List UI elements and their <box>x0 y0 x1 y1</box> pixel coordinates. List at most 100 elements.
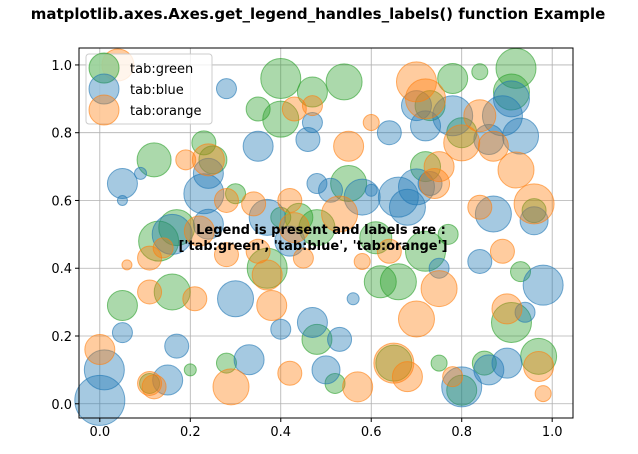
y-tick-label: 0.4 <box>51 262 72 277</box>
legend-label: tab:orange <box>130 104 201 119</box>
axis-ticks: 0.0 0.2 0.4 0.6 0.8 1.0 0.0 0.2 0.4 0.6 0.8 1.0 <box>51 59 562 440</box>
scatter-point-orange <box>513 183 555 225</box>
scatter-point-orange <box>152 237 174 259</box>
scatter-point-blue <box>311 355 341 385</box>
scatter-point-blue <box>377 176 419 218</box>
legend-label: tab:green <box>130 62 193 77</box>
scatter-point-blue <box>474 195 512 233</box>
scatter-point-blue <box>217 280 255 318</box>
scatter-point-orange <box>137 279 163 305</box>
scatter-point-orange <box>213 187 239 213</box>
scatter-point-green <box>298 209 336 247</box>
scatter-point-green <box>215 352 237 374</box>
scatter-point-blue <box>242 130 274 162</box>
scatter-point-orange <box>256 290 288 322</box>
scatter-point-orange <box>489 238 515 264</box>
scatter-point-orange <box>301 95 323 117</box>
scatter-point-green <box>405 230 447 272</box>
scatter-point-blue <box>388 188 426 226</box>
scatter-point-green <box>153 273 191 311</box>
scatter-point-orange <box>321 195 359 233</box>
x-tick-label: 1.0 <box>542 425 563 440</box>
scatter-point-green <box>379 263 417 301</box>
scatter-point-orange <box>281 96 307 122</box>
y-tick-label: 0.0 <box>51 398 72 413</box>
scatter-point-orange <box>342 371 374 403</box>
y-tick-label: 0.8 <box>51 127 72 142</box>
scatter-point-orange <box>353 252 371 270</box>
scatter-point-blue <box>134 166 148 180</box>
scatter-point-orange <box>467 194 493 220</box>
scatter-point-orange <box>84 334 116 366</box>
scatter-point-green <box>330 165 368 203</box>
y-tick-label: 1.0 <box>51 59 72 74</box>
x-tick-label: 0.2 <box>180 425 201 440</box>
scatter-point-green <box>139 372 161 394</box>
plot-frame <box>78 47 574 419</box>
scatter-point-orange <box>212 368 250 406</box>
scatter-point-green <box>138 220 180 262</box>
scatter-point-blue <box>164 333 190 359</box>
legend-label: tab:blue <box>130 83 184 98</box>
scatter-point-orange <box>175 149 197 171</box>
scatter-point-orange <box>137 370 163 396</box>
scatter-point-blue <box>346 292 360 306</box>
scatter-point-blue <box>106 168 138 200</box>
scatter-point-orange <box>121 259 133 271</box>
scatter-point-orange <box>183 215 215 247</box>
scatter-point-orange <box>277 360 303 386</box>
y-tick-label: 0.6 <box>51 194 72 209</box>
scatter-point-blue <box>441 366 483 408</box>
scatter-point-orange <box>397 300 435 338</box>
scatter-point-green <box>270 206 292 228</box>
scatter-point-blue <box>152 364 184 396</box>
scatter-point-orange <box>423 151 455 183</box>
scatter-point-green <box>246 247 288 289</box>
legend-marker-orange <box>88 94 120 126</box>
annotation-line-2: ['tab:green', 'tab:blue', 'tab:orange'] <box>178 239 447 254</box>
scatter-point-blue <box>274 225 306 257</box>
x-tick-label: 0.4 <box>270 425 291 440</box>
scatter-point-blue <box>364 183 378 197</box>
scatter-point-orange <box>278 212 310 244</box>
x-tick-label: 0.6 <box>361 425 382 440</box>
scatter-point-orange <box>420 270 458 308</box>
legend-box <box>85 53 213 125</box>
scatter-point-blue <box>233 344 265 376</box>
scatter-point-blue <box>514 301 536 323</box>
scatter-point-green <box>414 90 446 122</box>
scatter-point-green <box>471 350 497 376</box>
scatter-point-orange <box>534 385 552 403</box>
scatter-point-orange <box>251 259 283 291</box>
scatter-point-green <box>106 290 138 322</box>
scatter-point-orange <box>391 361 423 393</box>
scatter-point-blue <box>111 322 133 344</box>
scatter-point-blue <box>417 171 443 197</box>
scatter-point-blue <box>491 347 523 379</box>
scatter-point-blue <box>306 173 328 195</box>
scatter-point-orange <box>245 238 271 264</box>
scatter-point-blue <box>192 157 224 189</box>
scatter-point-blue <box>183 173 225 215</box>
scatter-point-orange <box>182 286 208 312</box>
scatter-point-green <box>260 57 302 99</box>
scatter-point-orange <box>241 191 267 217</box>
legend: tab:green tab:blue tab:orange <box>85 52 213 126</box>
scatter-point-green <box>410 151 442 183</box>
scatter-point-green <box>198 145 228 175</box>
scatter-point-green <box>136 142 172 178</box>
scatter-point-orange <box>333 130 365 162</box>
scatter-point-blue <box>215 78 237 100</box>
chart-title: matplotlib.axes.Axes.get_legend_handles_… <box>31 5 606 23</box>
scatter-point-orange <box>477 130 509 162</box>
scatter-point-blue <box>522 264 564 306</box>
scatter-point-orange <box>405 78 447 120</box>
scatter-point-orange <box>292 247 314 269</box>
scatter-point-green <box>262 100 300 138</box>
y-tick-label: 0.2 <box>51 330 72 345</box>
scatter-point-orange <box>491 293 523 325</box>
scatter-point-green <box>446 374 478 406</box>
scatter-point-green <box>430 354 448 372</box>
scatter-point-blue <box>467 248 493 274</box>
